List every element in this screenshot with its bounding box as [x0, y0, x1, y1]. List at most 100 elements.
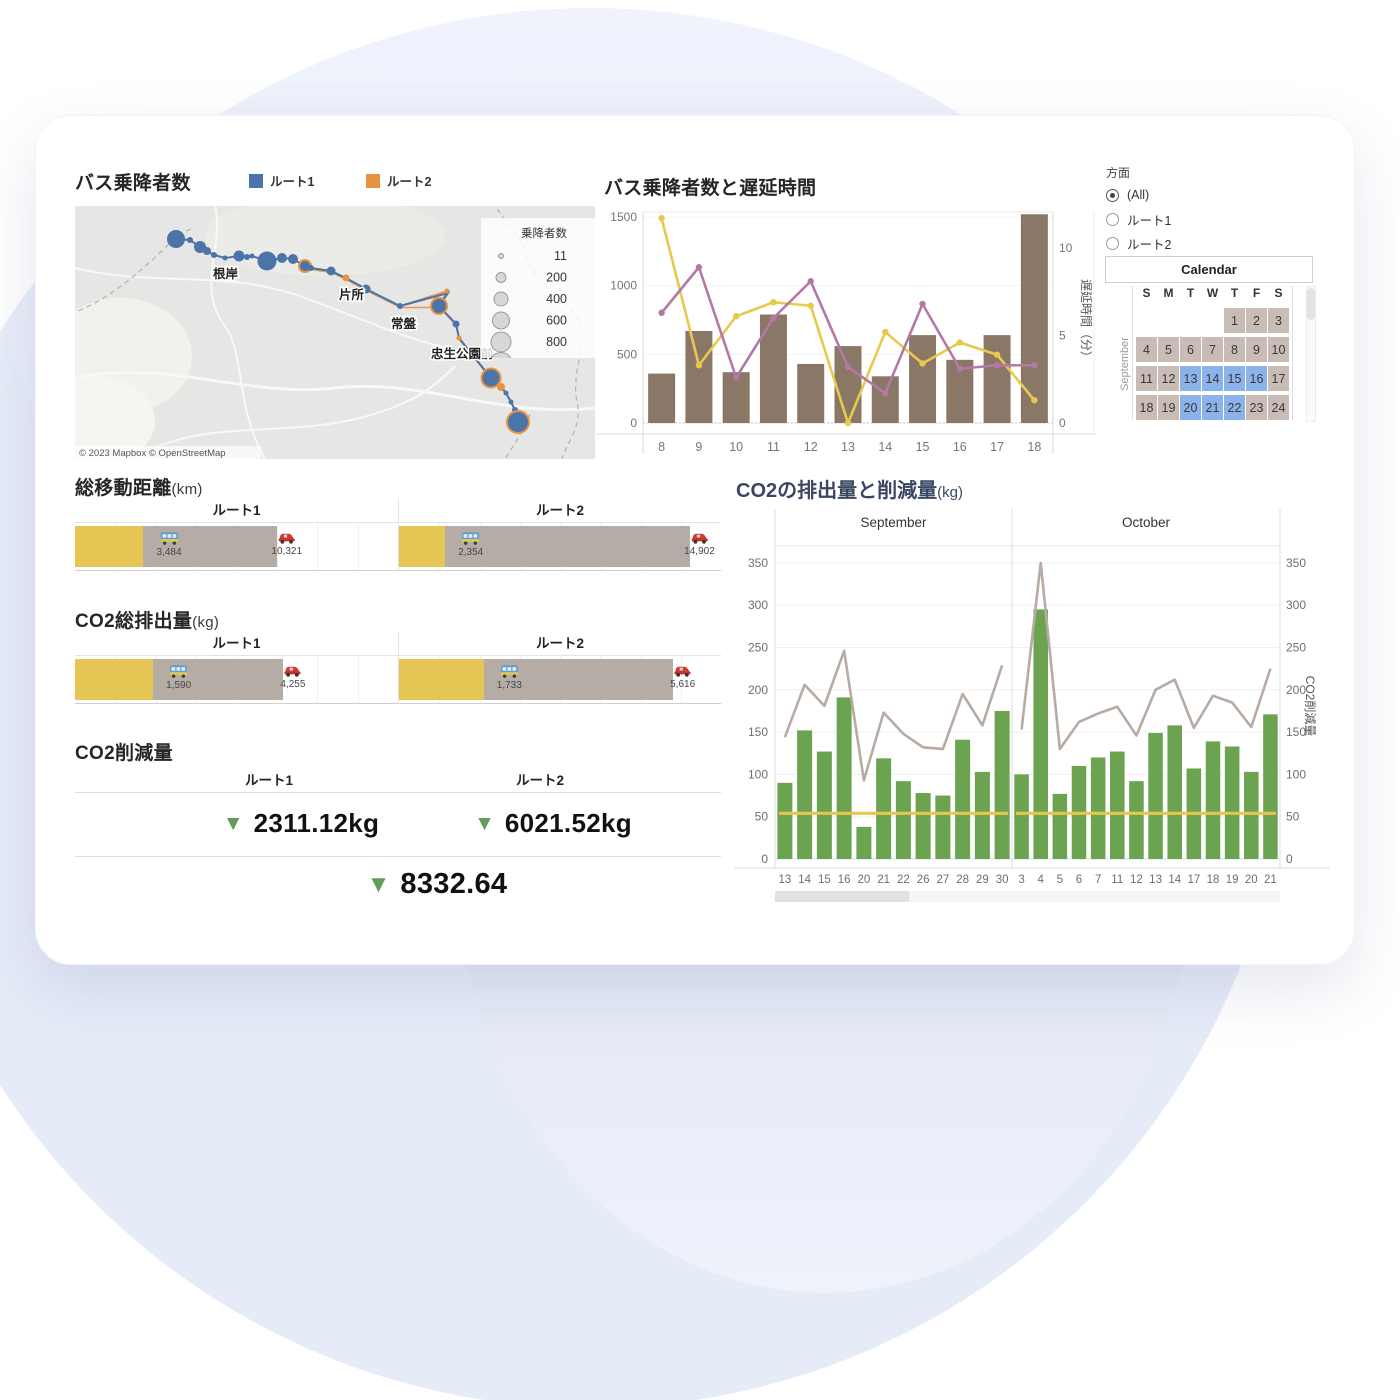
- co2-emission-bar[interactable]: [1148, 732, 1163, 859]
- co2-emission-bar[interactable]: [1205, 741, 1221, 859]
- bullet-bar-area[interactable]: 2,354 14,902: [399, 523, 721, 571]
- co2-emission-bar[interactable]: [994, 710, 1010, 859]
- co2-emission-bar[interactable]: [1110, 751, 1125, 859]
- calendar-day-10[interactable]: 10: [1268, 337, 1289, 362]
- co2-emission-bar[interactable]: [1129, 781, 1144, 859]
- ridership-bar[interactable]: [1020, 214, 1048, 423]
- calendar-day-11[interactable]: 11: [1136, 366, 1157, 391]
- svg-text:50: 50: [755, 810, 769, 824]
- calendar-day-7[interactable]: 7: [1202, 337, 1223, 362]
- svg-text:21: 21: [877, 874, 890, 886]
- calendar-day-9[interactable]: 9: [1246, 337, 1267, 362]
- ridership-bar[interactable]: [685, 330, 713, 423]
- calendar-day-8[interactable]: 8: [1224, 337, 1245, 362]
- calendar-weekday-header: T: [1230, 286, 1239, 300]
- calendar-scrollbar-thumb[interactable]: [1307, 288, 1315, 320]
- co2-emission-reduction-chart[interactable]: September October 0 0 50 50 100 100 150 150 200 200…: [734, 501, 1334, 906]
- chart-scrollbar-track[interactable]: [775, 891, 1280, 902]
- svg-text:21: 21: [1264, 874, 1277, 886]
- svg-text:3: 3: [1018, 874, 1024, 886]
- co2-emission-bar[interactable]: [1033, 609, 1048, 859]
- calendar-day-12[interactable]: 12: [1158, 366, 1179, 391]
- radio-option-ルート2[interactable]: ルート2: [1106, 233, 1171, 253]
- co2-emission-bar[interactable]: [1052, 793, 1068, 859]
- map-legend-route1[interactable]: ルート1: [249, 171, 314, 190]
- ridership-bar[interactable]: [797, 363, 825, 423]
- bullet-bar-area[interactable]: 1,590 4,255: [75, 656, 398, 704]
- co2-emission-bar[interactable]: [895, 781, 911, 859]
- bullet-bar-area[interactable]: 3,484 10,321: [75, 523, 398, 571]
- calendar-scrollbar[interactable]: [1306, 286, 1316, 422]
- calendar-day-3[interactable]: 3: [1268, 308, 1289, 333]
- calendar-day-6[interactable]: 6: [1180, 337, 1201, 362]
- map-legend-route2[interactable]: ルート2: [366, 171, 431, 190]
- bus-distance-segment[interactable]: [75, 526, 144, 567]
- calendar-header-button[interactable]: Calendar: [1105, 256, 1313, 283]
- calendar-day-15[interactable]: 15: [1224, 366, 1245, 391]
- co2-emission-bar[interactable]: [974, 771, 990, 859]
- route-map[interactable]: 根岸 片所 常盤 忠生公園前 乗降者数 11 200 400 600 800 © 2023 Mapb…: [75, 206, 595, 459]
- gridline: [357, 523, 359, 570]
- radio-option-ルート1[interactable]: ルート1: [1106, 209, 1171, 229]
- co2-emission-bar[interactable]: [935, 795, 951, 859]
- calendar-day-17[interactable]: 17: [1268, 366, 1289, 391]
- svg-text:600: 600: [546, 314, 567, 328]
- calendar-weekday-header: W: [1206, 286, 1219, 300]
- ridership-bar[interactable]: [834, 346, 862, 423]
- chart-scrollbar-thumb[interactable]: [775, 891, 909, 902]
- bus-distance-segment[interactable]: [399, 659, 484, 700]
- co2-emission-bar[interactable]: [1167, 725, 1182, 859]
- co2-emission-bar[interactable]: [816, 751, 832, 859]
- co2-emission-bar[interactable]: [1090, 757, 1106, 859]
- co2-emission-bar[interactable]: [876, 758, 892, 859]
- car-distance-segment[interactable]: [444, 526, 690, 567]
- calendar-day-4[interactable]: 4: [1136, 337, 1157, 362]
- co2-reduction-line[interactable]: [1020, 561, 1272, 751]
- gridline: [317, 656, 319, 703]
- calendar-day-22[interactable]: 22: [1224, 395, 1245, 420]
- svg-text:0: 0: [1286, 852, 1293, 866]
- calendar-day-19[interactable]: 19: [1158, 395, 1179, 420]
- svg-text:350: 350: [748, 556, 768, 570]
- bullet-bar-area[interactable]: 1,733 5,616: [399, 656, 721, 704]
- co2-emission-bar[interactable]: [1224, 746, 1240, 859]
- ridership-bar[interactable]: [909, 335, 937, 423]
- co2-reduction-line[interactable]: [783, 649, 1004, 782]
- calendar-day-20[interactable]: 20: [1180, 395, 1201, 420]
- distance-bullet-charts: ルート1 3,484 10,321 ルート2 2,354 14,902: [75, 499, 721, 571]
- calendar-day-5[interactable]: 5: [1158, 337, 1179, 362]
- co2-emission-bar[interactable]: [955, 739, 971, 859]
- co2-emission-bar[interactable]: [856, 826, 872, 859]
- calendar-day-14[interactable]: 14: [1202, 366, 1223, 391]
- calendar-day-18[interactable]: 18: [1136, 395, 1157, 420]
- co2-emission-bar[interactable]: [836, 697, 852, 859]
- calendar-day-21[interactable]: 21: [1202, 395, 1223, 420]
- calendar-day-16[interactable]: 16: [1246, 366, 1267, 391]
- delay-chart[interactable]: 0 500 1000 1500 0 5 10 8 9 10 11 12 13 14 15 16 17 18 遅延時間…: [596, 206, 1096, 461]
- radio-unselected-icon[interactable]: [1106, 236, 1119, 250]
- bullet-panel-ルート2: ルート2 2,354 14,902: [398, 499, 721, 571]
- calendar-day-24[interactable]: 24: [1268, 395, 1289, 420]
- radio-selected-icon[interactable]: [1106, 188, 1119, 202]
- bus-distance-segment[interactable]: [75, 659, 153, 700]
- co2-emission-bar[interactable]: [915, 793, 931, 859]
- ridership-bar[interactable]: [648, 373, 676, 423]
- radio-option-all[interactable]: (All): [1106, 185, 1171, 205]
- calendar-day-1[interactable]: 1: [1224, 308, 1245, 333]
- svg-text:100: 100: [1286, 767, 1306, 781]
- svg-text:200: 200: [748, 683, 768, 697]
- svg-text:200: 200: [546, 271, 567, 285]
- radio-unselected-icon[interactable]: [1106, 212, 1119, 226]
- co2-emission-bar[interactable]: [1014, 774, 1029, 859]
- calendar-day-2[interactable]: 2: [1246, 308, 1267, 333]
- bus-distance-segment[interactable]: [399, 526, 445, 567]
- co2-emission-bar[interactable]: [1263, 714, 1278, 859]
- calendar-day-13[interactable]: 13: [1180, 366, 1201, 391]
- co2-emission-bar[interactable]: [1244, 771, 1259, 859]
- calendar-day-23[interactable]: 23: [1246, 395, 1267, 420]
- ridership-bar[interactable]: [983, 335, 1011, 423]
- svg-text:250: 250: [1286, 641, 1306, 655]
- ridership-bar[interactable]: [871, 376, 899, 423]
- co2-emission-bar[interactable]: [777, 782, 793, 859]
- co2-emission-bar[interactable]: [797, 730, 813, 859]
